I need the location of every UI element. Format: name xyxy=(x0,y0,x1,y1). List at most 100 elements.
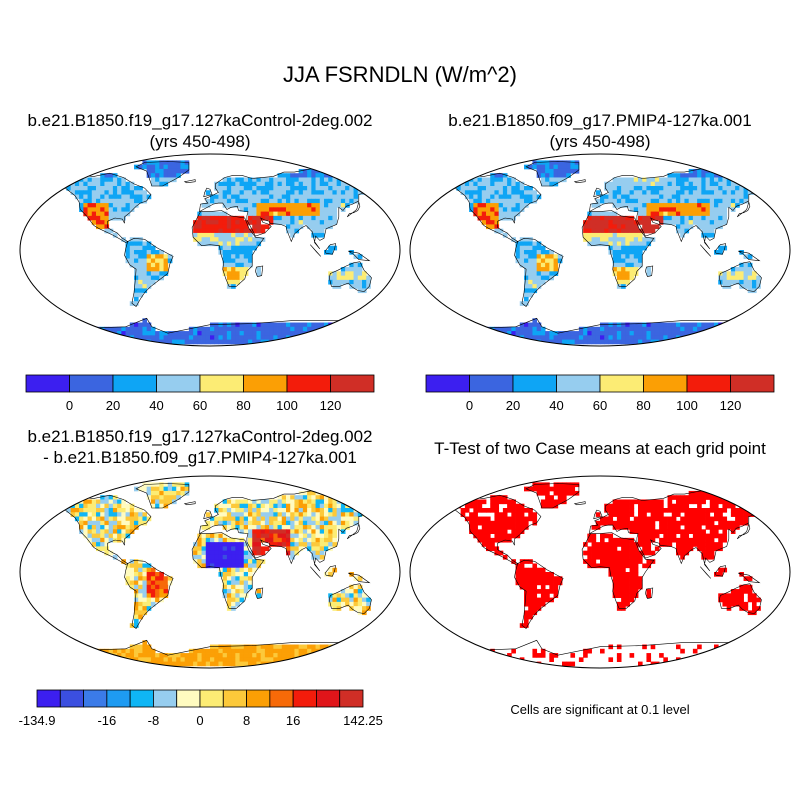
grid-cell xyxy=(747,177,753,183)
grid-cell xyxy=(256,499,262,505)
grid-cell xyxy=(74,653,80,658)
grid-cell xyxy=(87,339,93,345)
grid-cell xyxy=(222,580,228,586)
grid-cell xyxy=(642,228,647,234)
grid-cell xyxy=(524,610,529,616)
grid-cell xyxy=(235,601,240,607)
grid-cell xyxy=(197,657,202,662)
grid-cell xyxy=(760,322,766,328)
grid-cell xyxy=(654,224,660,230)
grid-cell xyxy=(315,331,321,336)
grid-cell xyxy=(612,593,618,598)
grid-cell xyxy=(659,177,664,183)
grid-cell xyxy=(621,186,626,191)
grid-cell xyxy=(357,322,363,328)
grid-cell xyxy=(671,520,677,526)
grid-cell xyxy=(667,207,673,212)
grid-cell xyxy=(600,215,605,221)
grid-cell xyxy=(328,275,333,281)
grid-cell xyxy=(319,335,325,340)
grid-cell xyxy=(540,245,546,251)
grid-cell xyxy=(642,546,647,552)
grid-cell xyxy=(730,194,736,200)
grid-cell xyxy=(659,503,664,509)
grid-cell xyxy=(214,550,219,556)
grid-cell xyxy=(307,198,312,204)
grid-cell xyxy=(290,331,295,336)
grid-cell xyxy=(705,207,711,212)
grid-cell xyxy=(667,190,673,195)
grid-cell xyxy=(222,648,228,654)
grid-cell xyxy=(473,190,478,195)
grid-cell xyxy=(142,241,148,247)
grid-cell xyxy=(595,237,601,242)
grid-cell xyxy=(481,186,487,191)
grid-cell xyxy=(345,198,350,204)
grid-cell xyxy=(188,653,194,658)
grid-cell xyxy=(671,508,677,513)
grid-cell xyxy=(294,525,300,530)
grid-cell xyxy=(777,331,782,336)
grid-cell xyxy=(298,181,304,187)
grid-cell xyxy=(260,207,266,212)
grid-cell xyxy=(252,322,257,328)
grid-cell xyxy=(612,567,618,573)
grid-cell xyxy=(473,211,478,217)
grid-cell xyxy=(756,331,761,336)
grid-cell xyxy=(452,499,457,505)
grid-cell xyxy=(176,173,181,178)
grid-cell xyxy=(315,546,321,552)
grid-cell xyxy=(528,279,533,285)
grid-cell xyxy=(374,644,380,650)
grid-cell xyxy=(519,207,525,212)
grid-cell xyxy=(764,322,770,328)
grid-cell xyxy=(768,186,774,191)
grid-cell xyxy=(353,275,359,281)
grid-cell xyxy=(243,220,249,225)
grid-cell xyxy=(756,606,761,611)
grid-cell xyxy=(70,177,76,183)
grid-cell xyxy=(319,520,325,526)
grid-cell xyxy=(294,181,300,187)
grid-cell xyxy=(328,567,333,573)
grid-cell xyxy=(532,288,538,294)
grid-cell xyxy=(650,525,656,530)
grid-cell xyxy=(294,220,300,225)
grid-cell xyxy=(226,186,232,191)
grid-cell xyxy=(96,525,101,530)
grid-cell xyxy=(768,661,774,667)
grid-cell xyxy=(756,322,761,328)
grid-cell xyxy=(311,207,316,212)
grid-cell xyxy=(705,495,711,500)
grid-cell xyxy=(41,173,46,178)
grid-cell xyxy=(286,542,291,547)
grid-cell xyxy=(134,284,139,289)
grid-cell xyxy=(659,525,664,530)
grid-cell xyxy=(353,331,359,336)
grid-cell xyxy=(642,190,647,195)
grid-cell xyxy=(718,516,723,522)
grid-cell xyxy=(277,537,283,543)
grid-cell xyxy=(218,563,224,569)
grid-cell xyxy=(697,215,702,221)
grid-cell xyxy=(146,601,152,607)
grid-cell xyxy=(524,194,529,200)
grid-cell xyxy=(616,584,622,590)
grid-cell xyxy=(608,657,614,662)
grid-cell xyxy=(705,177,711,183)
grid-cell xyxy=(600,533,605,539)
grid-cell xyxy=(180,657,186,662)
grid-cell xyxy=(129,529,135,534)
grid-cell xyxy=(146,597,152,603)
grid-cell xyxy=(146,657,152,662)
grid-cell xyxy=(286,228,291,234)
grid-cell xyxy=(104,181,110,187)
grid-cell xyxy=(490,215,495,221)
grid-cell xyxy=(235,520,240,526)
grid-cell xyxy=(315,512,321,517)
grid-cell xyxy=(142,572,148,577)
grid-cell xyxy=(515,207,521,212)
grid-cell xyxy=(353,589,359,594)
grid-cell xyxy=(340,279,346,285)
grid-cell xyxy=(726,173,732,178)
